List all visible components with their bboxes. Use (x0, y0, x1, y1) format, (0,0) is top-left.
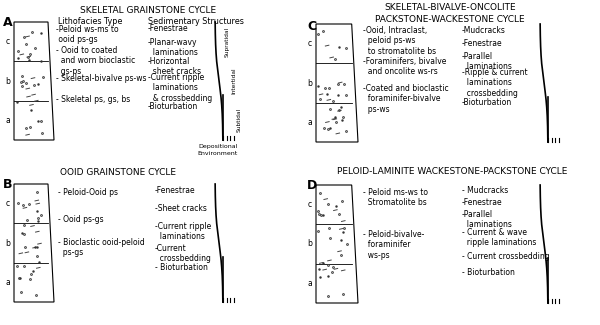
Text: -Fenestrae: -Fenestrae (462, 198, 503, 207)
Text: b: b (307, 79, 312, 87)
Text: c: c (308, 39, 312, 48)
Text: SKELETAL-BIVALVE-ONCOLITE
PACKSTONE-WACKESTONE CYCLE: SKELETAL-BIVALVE-ONCOLITE PACKSTONE-WACK… (375, 3, 525, 24)
Text: -Parallel
  laminations: -Parallel laminations (462, 210, 512, 229)
Text: D: D (307, 179, 317, 192)
Text: a: a (307, 279, 312, 288)
Text: PELOID-LAMINITE WACKESTONE-PACKSTONE CYCLE: PELOID-LAMINITE WACKESTONE-PACKSTONE CYC… (337, 167, 567, 176)
Text: -Planar-wavy
  laminations: -Planar-wavy laminations (148, 38, 198, 58)
Text: - Peloid-Ooid ps: - Peloid-Ooid ps (58, 188, 118, 197)
Text: -Fenestrae: -Fenestrae (155, 186, 196, 195)
Polygon shape (316, 185, 358, 303)
Text: B: B (3, 178, 13, 191)
Text: c: c (308, 200, 312, 209)
Text: c: c (6, 199, 10, 208)
Text: Intertidal: Intertidal (231, 68, 236, 94)
Text: -Current
  crossbedding: -Current crossbedding (155, 244, 211, 263)
Text: -Parallel
  laminations: -Parallel laminations (462, 52, 512, 72)
Text: - Mudcracks: - Mudcracks (462, 186, 508, 195)
Text: -Sheet cracks: -Sheet cracks (155, 204, 207, 213)
Text: Subtidal: Subtidal (237, 108, 242, 132)
Text: b: b (5, 239, 10, 248)
Text: a: a (5, 278, 10, 287)
Polygon shape (14, 184, 54, 302)
Text: Depositional: Depositional (199, 144, 238, 149)
Text: -Mudcracks: -Mudcracks (462, 26, 506, 35)
Text: - Bioclastic ooid-peloid
  ps-gs: - Bioclastic ooid-peloid ps-gs (58, 238, 145, 257)
Text: -Fenestrae: -Fenestrae (148, 24, 188, 33)
Text: - Bioturbation: - Bioturbation (155, 263, 208, 272)
Text: OOID GRAINSTONE CYCLE: OOID GRAINSTONE CYCLE (60, 168, 176, 177)
Text: Environment: Environment (198, 151, 238, 156)
Text: -Ooid, Intraclast,
  peloid ps-ws
  to stromatolite bs: -Ooid, Intraclast, peloid ps-ws to strom… (363, 26, 436, 56)
Text: -Peloid ws-ms to
 ooid ps-gs: -Peloid ws-ms to ooid ps-gs (56, 25, 119, 45)
Text: - Bioturbation: - Bioturbation (462, 268, 515, 277)
Text: -Current ripple
  laminations: -Current ripple laminations (155, 222, 211, 241)
Text: Sedimentary Structures: Sedimentary Structures (148, 17, 244, 26)
Text: -Ripple & current
  laminations
  crossbedding: -Ripple & current laminations crossbeddi… (462, 68, 527, 98)
Text: -Foraminifers, bivalve
  and oncolite ws-rs: -Foraminifers, bivalve and oncolite ws-r… (363, 57, 446, 76)
Text: a: a (307, 118, 312, 127)
Text: - Skeletal ps, gs, bs: - Skeletal ps, gs, bs (56, 95, 130, 104)
Text: c: c (6, 37, 10, 46)
Text: - Peloid ms-ws to
  Stromatolite bs: - Peloid ms-ws to Stromatolite bs (363, 188, 428, 207)
Text: b: b (307, 240, 312, 249)
Text: -Bioturbation: -Bioturbation (462, 98, 512, 107)
Text: -Current ripple
  laminations
  & crossbedding: -Current ripple laminations & crossbeddi… (148, 73, 212, 103)
Polygon shape (316, 24, 358, 142)
Polygon shape (14, 22, 54, 140)
Text: a: a (5, 116, 10, 125)
Text: - Ooid ps-gs: - Ooid ps-gs (58, 215, 104, 224)
Text: - Current & wave
  ripple laminations: - Current & wave ripple laminations (462, 228, 536, 247)
Text: b: b (5, 76, 10, 85)
Text: Supratidal: Supratidal (225, 27, 230, 57)
Text: - Skeletal-bivalve ps-ws: - Skeletal-bivalve ps-ws (56, 74, 146, 83)
Text: -Horizontal
  sheet cracks: -Horizontal sheet cracks (148, 57, 201, 76)
Text: -Fenestrae: -Fenestrae (462, 39, 503, 48)
Text: - Peloid-bivalve-
  foraminifer
  ws-ps: - Peloid-bivalve- foraminifer ws-ps (363, 230, 424, 260)
Text: - Current crossbedding: - Current crossbedding (462, 252, 550, 261)
Text: -Bioturbation: -Bioturbation (148, 102, 198, 111)
Text: - Ooid to coated
  and worn bioclastic
  gs-ps: - Ooid to coated and worn bioclastic gs-… (56, 46, 135, 76)
Text: C: C (307, 20, 316, 33)
Text: -Coated and bioclastic
  foraminifer-bivalve
  ps-ws: -Coated and bioclastic foraminifer-bival… (363, 84, 449, 114)
Text: Lithofacies Type: Lithofacies Type (58, 17, 122, 26)
Text: A: A (3, 16, 13, 29)
Text: SKELETAL GRAINSTONE CYCLE: SKELETAL GRAINSTONE CYCLE (80, 6, 216, 15)
